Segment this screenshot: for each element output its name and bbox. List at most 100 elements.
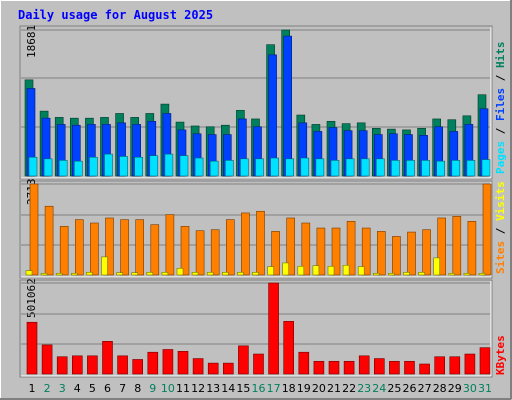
- bar-sites: [195, 230, 205, 276]
- x-tick-label: 3: [59, 382, 66, 395]
- bar-sites: [331, 227, 341, 276]
- bar-sites: [135, 219, 144, 276]
- bar-pages: [119, 156, 128, 177]
- x-tick-label: 19: [297, 382, 311, 395]
- bar-visits: [146, 272, 154, 276]
- bar-sites: [301, 222, 311, 276]
- bar-kbytes: [389, 360, 400, 375]
- bar-kbytes: [192, 358, 204, 375]
- bar-pages: [240, 158, 249, 177]
- x-tick-label: 31: [478, 382, 492, 395]
- bar-pages: [421, 160, 430, 177]
- bar-sites: [210, 229, 220, 276]
- bar-pages: [149, 155, 159, 177]
- bar-pages: [270, 157, 279, 177]
- bar-visits: [388, 273, 395, 276]
- bar-visits: [463, 273, 471, 276]
- x-tick-label: 13: [206, 382, 220, 395]
- bar-kbytes: [479, 347, 491, 375]
- bar-pages: [104, 153, 113, 177]
- bar-sites: [44, 205, 54, 276]
- x-tick-label: 15: [236, 382, 250, 395]
- bar-kbytes: [283, 321, 295, 375]
- bar-kbytes: [434, 356, 446, 375]
- bar-visits: [40, 273, 48, 276]
- bar-kbytes: [26, 321, 38, 375]
- bar-kbytes: [313, 360, 325, 375]
- bar-pages: [255, 158, 264, 177]
- x-tick-label: 28: [433, 382, 447, 395]
- bar-sites: [256, 210, 265, 276]
- bar-kbytes: [56, 356, 68, 375]
- bar-kbytes: [223, 362, 234, 375]
- bar-pages: [74, 160, 83, 177]
- bar-kbytes: [87, 355, 98, 375]
- bar-visits: [101, 256, 108, 276]
- bar-sites: [105, 217, 114, 276]
- bar-kbytes: [404, 360, 415, 375]
- x-tick-label: 25: [387, 382, 401, 395]
- bar-sites: [361, 227, 371, 276]
- bar-kbytes: [328, 360, 340, 375]
- x-tick-label: 18: [282, 382, 296, 395]
- bar-pages: [179, 155, 189, 177]
- bar-visits: [433, 257, 441, 276]
- bar-visits: [267, 266, 274, 276]
- bar-kbytes: [72, 355, 83, 375]
- bar-sites: [165, 214, 175, 276]
- bar-sites: [482, 183, 492, 276]
- bar-kbytes: [102, 341, 113, 375]
- x-tick-label: 22: [342, 382, 356, 395]
- bar-pages: [43, 158, 53, 177]
- bar-kbytes: [41, 344, 53, 375]
- legend-pages: Pages: [494, 141, 507, 174]
- bar-visits: [327, 265, 335, 276]
- bar-visits: [191, 272, 199, 276]
- bar-pages: [481, 159, 491, 177]
- bar-pages: [134, 156, 143, 177]
- bar-visits: [312, 265, 320, 276]
- bar-sites: [90, 222, 99, 276]
- bar-pages: [345, 158, 355, 177]
- bar-pages: [225, 160, 234, 177]
- bar-pages: [330, 160, 340, 177]
- bar-kbytes: [132, 359, 143, 375]
- bar-pages: [451, 160, 461, 177]
- bar-pages: [58, 160, 68, 177]
- x-tick-label: 27: [418, 382, 432, 395]
- x-tick-label: 24: [372, 382, 386, 395]
- bar-kbytes: [419, 363, 430, 375]
- bar-pages: [300, 157, 310, 177]
- bar-kbytes: [117, 355, 128, 375]
- bar-sites: [467, 221, 477, 276]
- bar-sites: [286, 217, 296, 276]
- bar-visits: [161, 272, 169, 276]
- x-tick-label: 1: [29, 382, 36, 395]
- bar-kbytes: [147, 351, 159, 375]
- bar-visits: [342, 264, 350, 276]
- bar-visits: [403, 272, 410, 276]
- bar-kbytes: [177, 350, 189, 375]
- bar-visits: [297, 265, 305, 276]
- x-tick-label: 5: [89, 382, 96, 395]
- bar-sites: [150, 224, 160, 276]
- bar-sites: [407, 231, 416, 276]
- bar-kbytes: [449, 356, 461, 375]
- bar-pages: [194, 157, 204, 177]
- bar-pages: [406, 160, 415, 177]
- x-tick-label: 20: [312, 382, 326, 395]
- bar-sites: [392, 236, 401, 276]
- x-tick-label: 7: [119, 382, 126, 395]
- bar-sites: [180, 226, 190, 276]
- bar-pages: [436, 160, 446, 177]
- bar-visits: [131, 272, 138, 276]
- bar-kbytes: [298, 351, 310, 375]
- bar-kbytes: [373, 358, 385, 375]
- legend-visits: Visits: [494, 181, 507, 221]
- x-tick-label: 11: [176, 382, 190, 395]
- bar-pages: [89, 156, 98, 177]
- bar-visits: [357, 266, 365, 276]
- x-tick-label: 14: [221, 382, 235, 395]
- x-tick-label: 10: [161, 382, 175, 395]
- y-max-label-kbytes: 501062: [25, 278, 38, 318]
